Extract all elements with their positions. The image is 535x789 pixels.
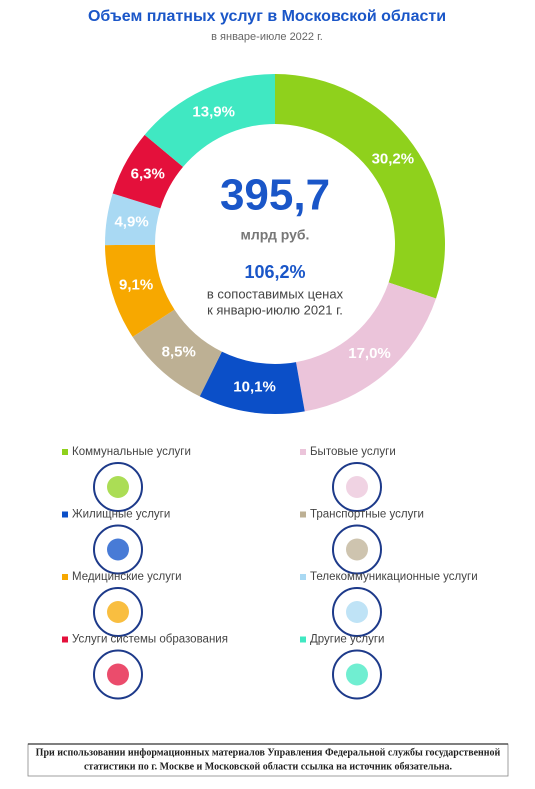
legend-label: Другие услуги: [310, 634, 384, 646]
legend-icon-detail: [107, 663, 129, 686]
donut-segment: [296, 282, 437, 412]
footer-text: статистики по г. Москве и Московской обл…: [84, 761, 453, 772]
legend-label: Услуги системы образования: [72, 634, 228, 646]
data-label: 30,2%: [372, 150, 415, 167]
data-label: 10,1%: [233, 379, 276, 396]
legend-swatch: [62, 574, 68, 580]
legend-swatch: [300, 511, 306, 518]
legend-icon-detail: [346, 476, 368, 498]
data-label: 6,3%: [131, 166, 165, 183]
legend-swatch: [62, 511, 68, 518]
data-label: 13,9%: [192, 104, 235, 121]
data-label: 9,1%: [119, 277, 153, 294]
total-value: 395,7: [220, 171, 330, 220]
chart-subtitle: в январе-июле 2022 г.: [211, 31, 323, 43]
donut-segment: [275, 74, 446, 299]
donut-segment: [132, 309, 222, 397]
legend-icon-detail: [107, 601, 129, 623]
legend-label: Транспортные услуги: [310, 509, 424, 521]
donut-segment: [144, 74, 275, 167]
donut-segment: [105, 244, 175, 337]
index-value: 106,2%: [244, 262, 305, 282]
legend-label: Бытовые услуги: [310, 446, 396, 458]
donut-segment: [112, 134, 184, 209]
legend-label: Телекоммуникационные услуги: [310, 571, 478, 583]
data-label: 8,5%: [162, 343, 196, 360]
chart-title: Объем платных услуг в Московской области: [88, 8, 446, 25]
legend-swatch: [300, 636, 306, 643]
legend-swatch: [62, 449, 68, 455]
index-note: в сопоставимых ценах: [207, 286, 344, 301]
legend-icon-detail: [107, 476, 129, 498]
legend-swatch: [300, 574, 306, 580]
legend-swatch: [62, 636, 68, 643]
index-note: к январю-июлю 2021 г.: [207, 302, 343, 317]
data-label: 4,9%: [114, 214, 148, 231]
legend-icon-detail: [346, 663, 368, 686]
legend-label: Медицинские услуги: [72, 571, 182, 583]
legend-swatch: [300, 449, 306, 455]
legend-icon-detail: [107, 538, 129, 561]
footer-text: При использовании информационных материа…: [36, 747, 501, 758]
legend-label: Коммунальные услуги: [72, 446, 191, 458]
legend-icon-detail: [346, 538, 368, 561]
footer-box: [27, 743, 509, 777]
total-unit: млрд руб.: [241, 227, 310, 243]
donut-segment: [105, 193, 161, 246]
legend-icon-detail: [346, 601, 368, 623]
data-label: 17,0%: [348, 345, 391, 362]
donut-segment: [199, 351, 305, 414]
legend-label: Жилищные услуги: [72, 509, 170, 521]
